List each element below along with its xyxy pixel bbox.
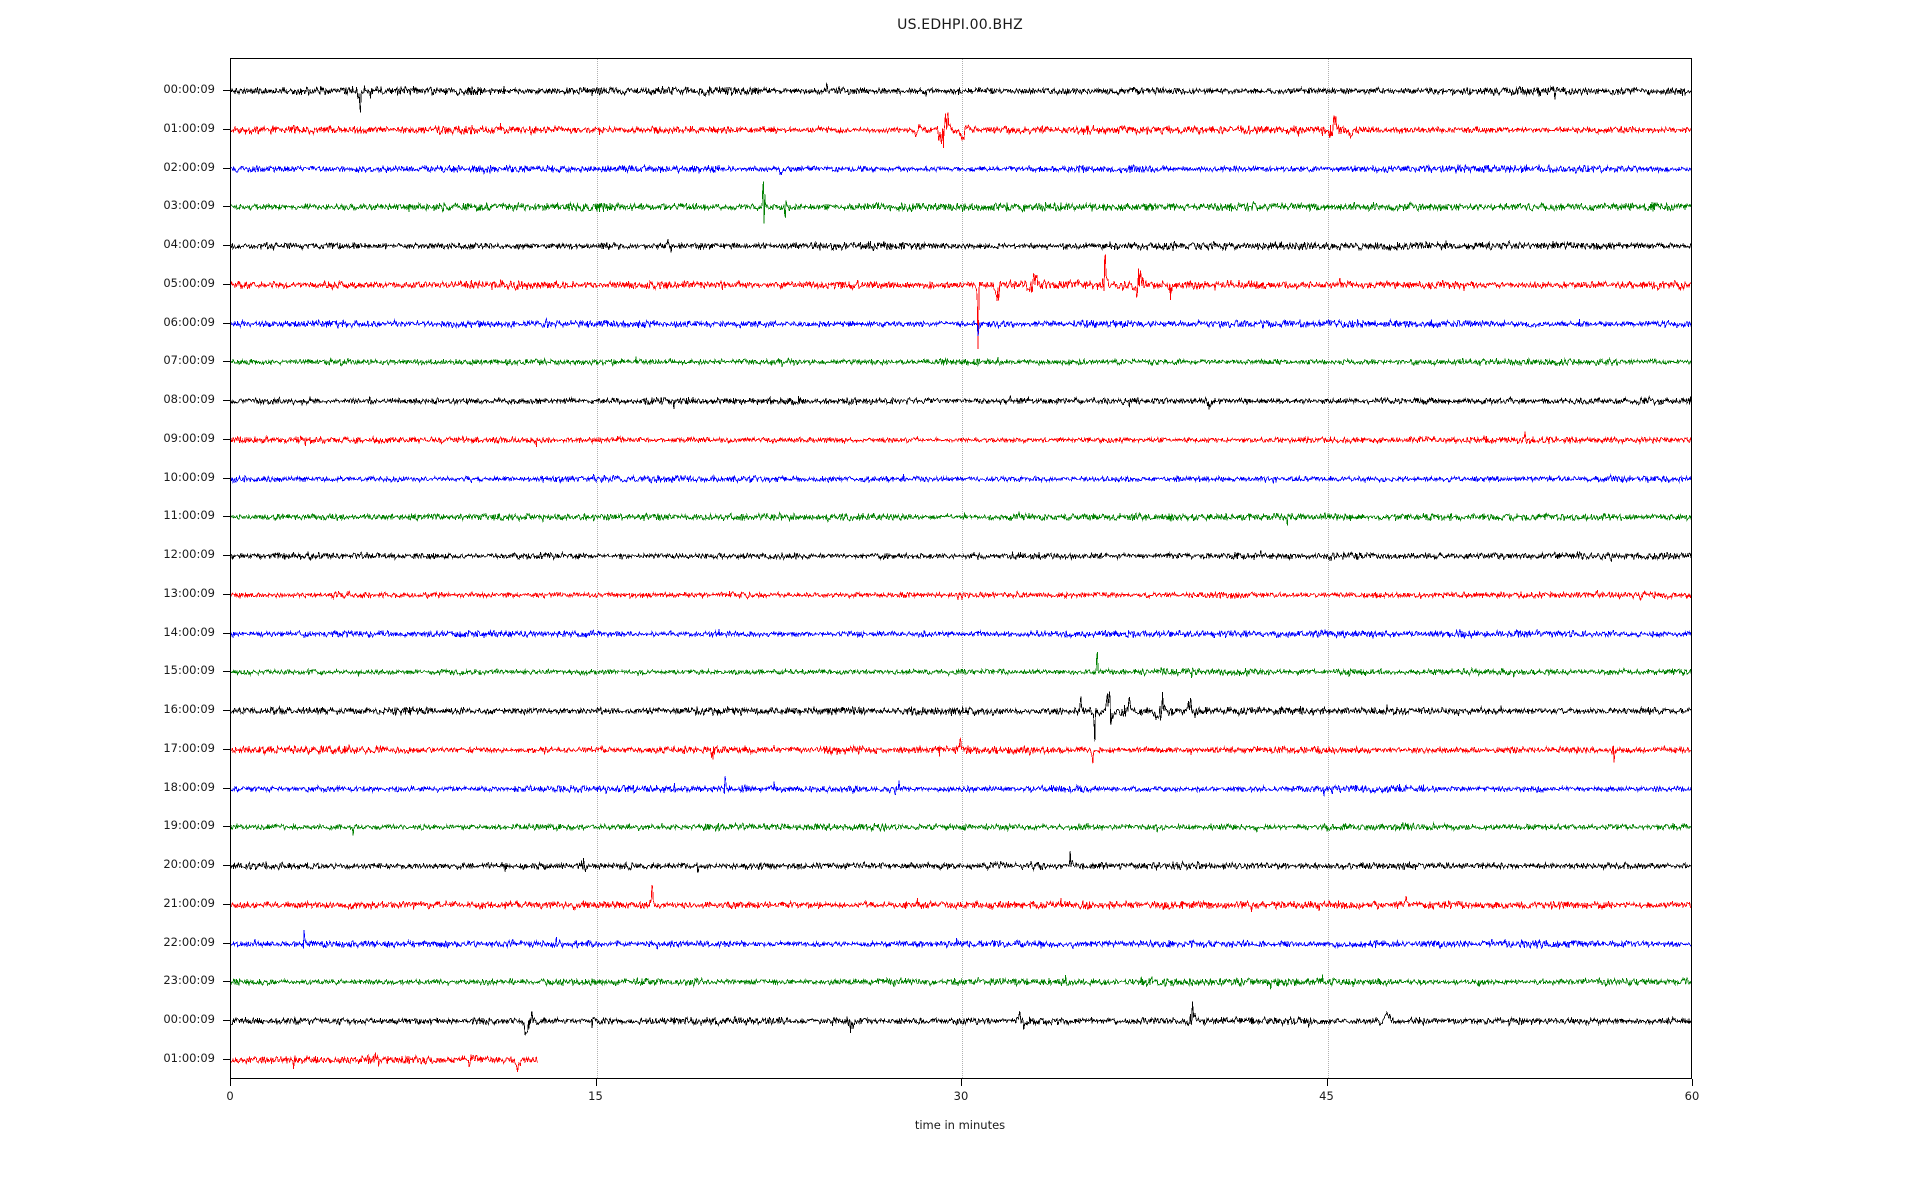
trace-200009 (231, 850, 1691, 874)
y-tick-label: 21:00:09 (163, 895, 215, 910)
y-tick-label: 07:00:09 (163, 353, 215, 368)
plot-canvas (231, 59, 1691, 1078)
x-axis-label: time in minutes (914, 1118, 1006, 1132)
trace-230009 (231, 974, 1691, 990)
trace-120009 (231, 550, 1691, 562)
y-tick-label: 22:00:09 (163, 934, 215, 949)
y-tick-mark (223, 710, 230, 711)
x-tick-label: 0 (226, 1089, 234, 1103)
trace-090009 (231, 431, 1691, 447)
gridline-30min (962, 59, 963, 1078)
y-tick-label: 01:00:09 (163, 1050, 215, 1065)
y-tick-mark (223, 903, 230, 905)
x-tick-mark (230, 1079, 231, 1086)
y-tick-mark (223, 206, 230, 208)
y-tick-label: 09:00:09 (163, 430, 215, 445)
x-tick-mark (961, 1079, 962, 1086)
trace-000009 (231, 1001, 1691, 1036)
trace-140009 (231, 627, 1691, 639)
y-tick-mark (223, 865, 230, 866)
y-tick-label: 05:00:09 (163, 275, 215, 290)
y-tick-label: 18:00:09 (163, 779, 215, 794)
y-tick-label: 19:00:09 (163, 818, 215, 833)
y-tick-mark (223, 632, 230, 634)
y-tick-mark (223, 438, 230, 440)
y-tick-label: 03:00:09 (163, 198, 215, 213)
trace-170009 (231, 736, 1691, 764)
trace-040009 (231, 239, 1691, 253)
x-tick-mark (1692, 1079, 1693, 1086)
y-tick-mark (223, 981, 230, 983)
trace-030009 (231, 181, 1691, 224)
trace-180009 (231, 775, 1691, 796)
x-tick-mark (595, 1079, 597, 1086)
y-tick-mark (223, 593, 230, 595)
gridline-45min (1327, 59, 1329, 1078)
x-tick-label: 30 (953, 1089, 969, 1103)
y-tick-label: 23:00:09 (163, 973, 215, 988)
trace-160009 (231, 691, 1691, 742)
x-tick-mark (1326, 1079, 1328, 1086)
y-tick-mark (223, 555, 230, 556)
y-tick-mark (223, 361, 230, 363)
y-tick-label: 00:00:09 (163, 1012, 215, 1026)
y-tick-label: 06:00:09 (163, 314, 215, 329)
trace-060009 (231, 316, 1691, 336)
y-tick-label: 13:00:09 (163, 585, 215, 600)
y-tick-mark (223, 322, 230, 324)
trace-130009 (231, 589, 1691, 601)
y-tick-label: 02:00:09 (163, 159, 215, 174)
y-tick-label: 08:00:09 (163, 392, 215, 406)
trace-070009 (231, 356, 1691, 368)
y-tick-label: 11:00:09 (163, 508, 215, 523)
y-tick-mark (223, 245, 230, 246)
y-tick-label: 14:00:09 (163, 624, 215, 639)
y-tick-mark (223, 748, 230, 750)
y-tick-mark (223, 283, 230, 285)
gridline-15min (596, 59, 598, 1078)
y-tick-mark (223, 1020, 230, 1021)
trace-020009 (231, 163, 1691, 175)
y-tick-label: 17:00:09 (163, 740, 215, 755)
y-tick-label: 00:00:09 (163, 82, 215, 96)
y-tick-mark (223, 826, 230, 828)
y-tick-mark (223, 128, 230, 130)
trace-150009 (231, 652, 1691, 679)
page-title: US.EDHPI.00.BHZ (897, 17, 1023, 33)
y-tick-mark (223, 400, 230, 401)
y-tick-mark (223, 942, 230, 944)
plot-area (230, 58, 1692, 1079)
trace-210009 (231, 884, 1691, 912)
y-tick-label: 20:00:09 (163, 857, 215, 871)
y-tick-mark (223, 1058, 230, 1060)
y-tick-label: 04:00:09 (163, 237, 215, 251)
trace-100009 (231, 473, 1691, 484)
x-tick-label: 15 (588, 1089, 603, 1103)
y-tick-mark (223, 167, 230, 169)
y-tick-label: 15:00:09 (163, 663, 215, 678)
trace-190009 (231, 821, 1691, 836)
y-tick-label: 01:00:09 (163, 120, 215, 135)
trace-080009 (231, 394, 1691, 410)
y-tick-mark (223, 671, 230, 673)
y-tick-mark (223, 477, 230, 479)
trace-110009 (231, 511, 1691, 526)
y-tick-label: 16:00:09 (163, 702, 215, 716)
y-tick-mark (223, 787, 230, 789)
y-tick-mark (223, 90, 230, 91)
trace-010009 (231, 112, 1691, 148)
trace-010009 (231, 1052, 538, 1072)
trace-000009 (231, 82, 1691, 113)
x-tick-label: 60 (1684, 1089, 1700, 1103)
x-tick-label: 45 (1319, 1089, 1334, 1103)
y-tick-label: 12:00:09 (163, 547, 215, 561)
trace-220009 (231, 929, 1691, 949)
trace-050009 (231, 253, 1691, 349)
y-tick-label: 10:00:09 (163, 469, 215, 484)
y-tick-mark (223, 516, 230, 518)
